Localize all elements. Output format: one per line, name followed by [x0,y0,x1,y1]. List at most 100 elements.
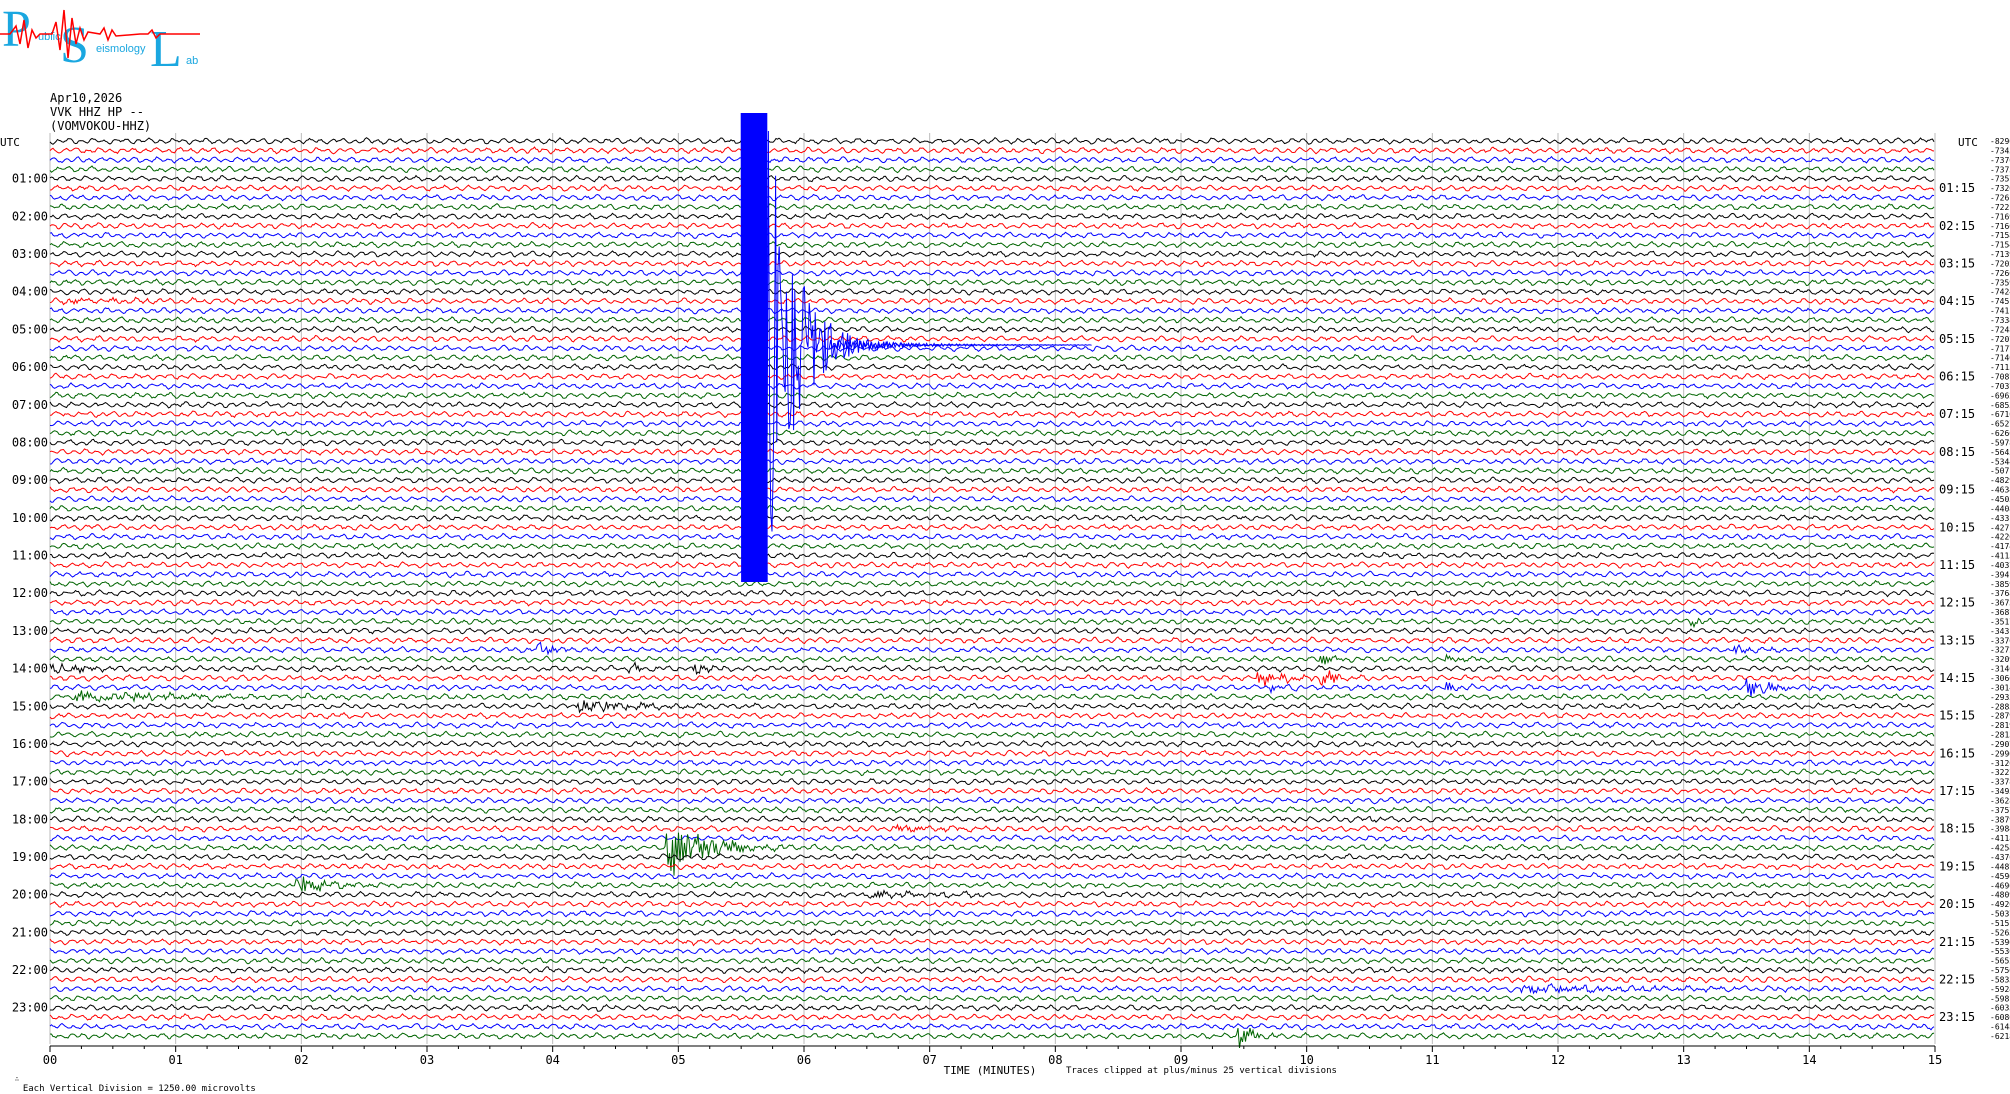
trace-line [49,476,1935,485]
trace-line [49,165,1935,174]
trace-line [49,240,1935,249]
x-tick-label: 00 [43,1053,57,1067]
trace-line [49,749,1935,758]
trace-offset-label: -2907 [1990,740,2010,749]
trace-offset-label: -3376 [1990,636,2010,645]
hour-label-right: 04:15 [1939,294,1975,308]
trace-offset-label: -4634 [1990,486,2010,495]
trace-line [49,136,1935,146]
trace-offset-label: -6086 [1990,1013,2010,1022]
trace-line [49,146,1935,155]
trace-line [49,909,1935,918]
trace-line [49,551,1935,560]
hour-label-left: 06:00 [12,360,48,374]
hour-label-left: 19:00 [12,850,48,864]
logo-word-ab: ab [186,55,198,67]
trace-line [49,334,1935,343]
trace-offset-label: -5924 [1990,985,2010,994]
trace-line [49,344,1935,353]
trace-offset-label: -6710 [1990,410,2010,419]
trace-offset-label: -7115 [1990,363,2010,372]
x-tick-label: 04 [545,1053,559,1067]
trace-line [49,975,1934,984]
trace-offset-label: -7037 [1990,382,2010,391]
trace-line [49,832,1935,876]
trace-line [49,834,1935,843]
trace-offset-label: -2819 [1990,721,2010,730]
hour-label-left: 02:00 [12,209,48,223]
trace-offset-label: -4226 [1990,533,2010,542]
trace-offset-label: -4590 [1990,872,2010,881]
trace-line [49,730,1935,739]
trace-line [49,994,1935,1003]
trace-offset-label: -3146 [1990,665,2010,674]
trace-offset-label: -3879 [1990,815,2010,824]
trace-line [49,259,1935,268]
trace-offset-label: -5037 [1990,910,2010,919]
hour-label-right: 02:15 [1939,219,1975,233]
trace-offset-label: -7177 [1990,344,2010,353]
trace-line [49,823,1935,833]
trace-line [49,410,1935,419]
trace-line [49,306,1935,315]
record-date: Apr10,2026 [50,91,123,105]
trace-offset-label: -7261 [1990,194,2010,203]
trace-offset-label: -4829 [1990,476,2010,485]
hour-label-right: 21:15 [1939,935,1975,949]
hour-label-left: 03:00 [12,247,48,261]
hour-label-right: 20:15 [1939,897,1975,911]
trace-line [49,457,1935,466]
hour-label-right: 15:15 [1939,709,1975,723]
trace-line [49,805,1935,814]
x-tick-label: 09 [1174,1053,1188,1067]
hour-label-right: 23:15 [1939,1010,1975,1024]
hour-label-right: 14:15 [1939,671,1975,685]
trace-line [49,678,1935,697]
footer-marker-icon: ∴ [14,1075,20,1083]
hour-label-left: 05:00 [12,322,48,336]
trace-offset-label: -3227 [1990,768,2010,777]
trace-line [49,296,1935,306]
trace-offset-label: -5652 [1990,957,2010,966]
trace-line [49,815,1935,824]
trace-offset-label: -7169 [1990,212,2010,221]
trace-line [49,495,1935,503]
trace-line [49,400,1934,409]
trace-offset-label: -7345 [1990,146,2010,155]
trace-line [49,876,1935,893]
trace-line [49,982,1935,995]
hour-label-left: 22:00 [12,963,48,977]
trace-offset-label: -7158 [1990,231,2010,240]
trace-line [50,1003,1935,1012]
utc-label-right: UTC [1958,136,1978,149]
trace-offset-label: -7139 [1990,250,2010,259]
trace-line [49,315,1935,324]
hour-label-right: 03:15 [1939,256,1975,270]
trace-offset-label: -5833 [1990,975,2010,984]
trace-offset-label: -2990 [1990,749,2010,758]
trace-line [49,966,1935,975]
x-tick-label: 08 [1048,1053,1062,1067]
trace-line [49,589,1935,598]
trace-line [49,889,1935,900]
trace-line [49,485,1935,494]
trace-offset-label: -5645 [1990,448,2010,457]
trace-offset-label: -5263 [1990,928,2010,937]
trace-offset-label: -7376 [1990,156,2010,165]
trace-line [49,419,1935,428]
trace-line [49,363,1935,371]
hour-label-left: 18:00 [12,812,48,826]
trace-line [49,607,1935,616]
hour-label-left: 15:00 [12,699,48,713]
trace-line [49,513,1935,522]
trace-offset-label: -3757 [1990,806,2010,815]
trace-offset-label: -4037 [1990,561,2010,570]
hour-label-left: 08:00 [12,435,48,449]
trace-line [49,212,1935,221]
x-tick-label: 02 [294,1053,308,1067]
logo-word-eismology: eismology [96,43,146,55]
hour-label-right: 10:15 [1939,520,1975,534]
trace-offset-label: -3673 [1990,599,2010,608]
trace-offset-label: -3126 [1990,759,2010,768]
hour-label-right: 16:15 [1939,746,1975,760]
